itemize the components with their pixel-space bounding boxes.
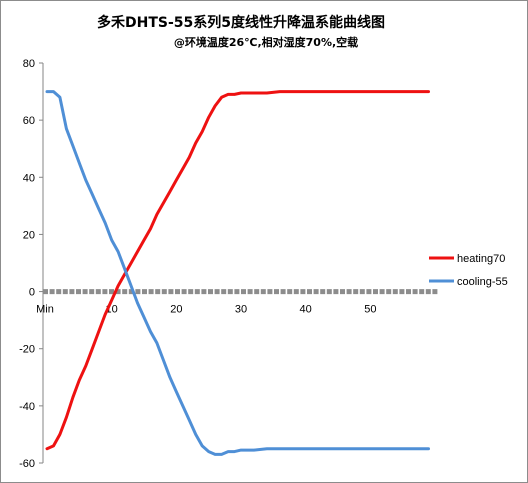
legend-label: heating70 — [457, 253, 505, 265]
x-tick-label: 20 — [170, 304, 182, 316]
plot-area — [45, 90, 430, 456]
chart-subtitle: @环境温度26℃,相对湿度70%,空载 — [174, 35, 358, 49]
x-tick-label: 40 — [300, 304, 312, 316]
y-tick-label: -60 — [19, 458, 35, 470]
y-tick-label: 20 — [23, 229, 35, 241]
legend: heating70 cooling-55 — [429, 253, 508, 288]
y-tick-label: -20 — [19, 344, 35, 356]
series-line-cooling — [45, 90, 430, 456]
series-line-heating — [45, 90, 430, 451]
y-tick-label: 40 — [23, 172, 35, 184]
chart-title: 多禾DHTS-55系列5度线性升降温系能曲线图 — [97, 14, 385, 31]
y-tick-label: 0 — [29, 287, 35, 299]
x-tick-label: 30 — [235, 304, 247, 316]
y-tick-label: 80 — [23, 58, 35, 70]
legend-label: cooling-55 — [457, 276, 508, 288]
x-tick-label: 50 — [364, 304, 376, 316]
y-tick-label: 60 — [23, 115, 35, 127]
y-tick-label: -40 — [19, 401, 35, 413]
x-tick-label: Min — [36, 304, 54, 316]
